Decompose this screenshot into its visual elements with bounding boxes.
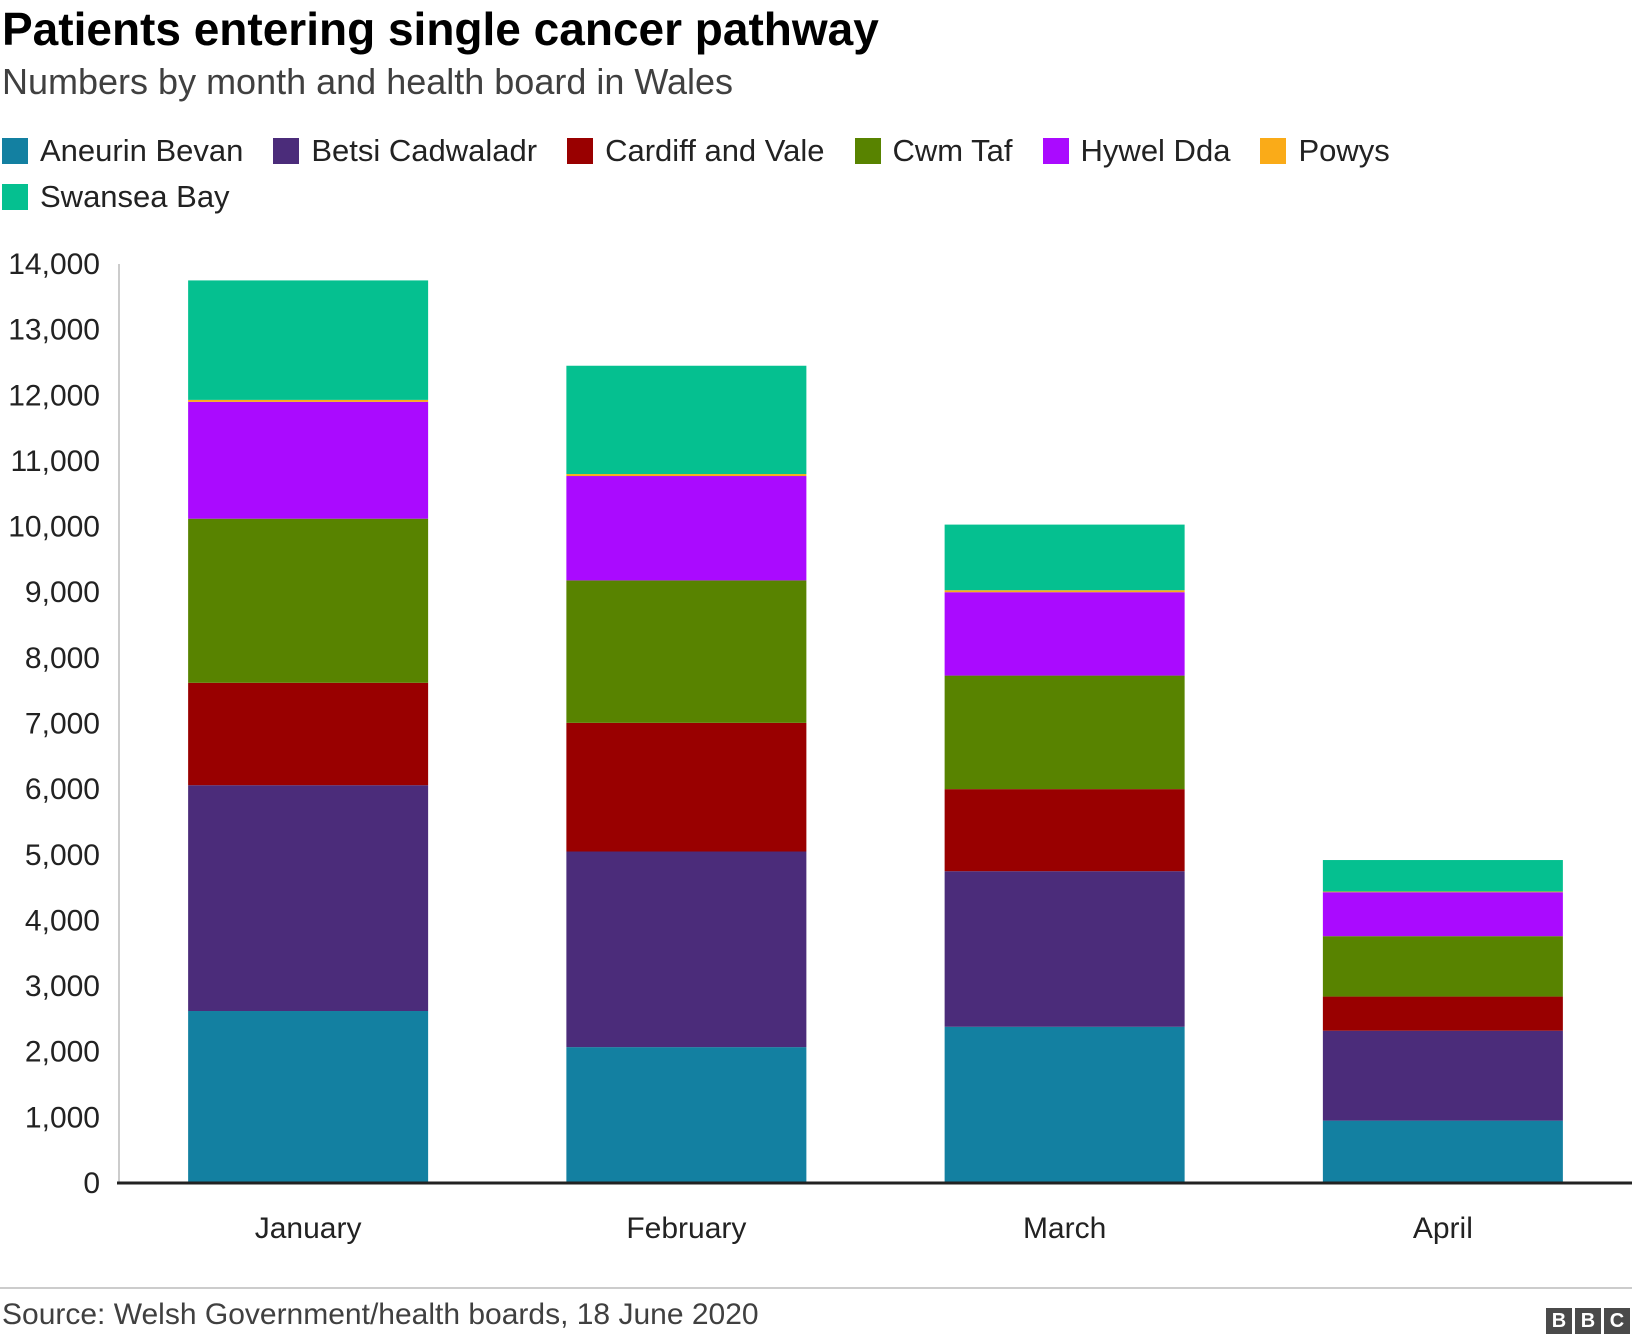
y-tick-label: 13,000 xyxy=(8,314,100,347)
bar-segment xyxy=(188,682,429,786)
bar-segment xyxy=(1322,996,1563,1031)
chart-subtitle: Numbers by month and health board in Wal… xyxy=(2,61,734,102)
legend-swatch xyxy=(854,138,881,164)
y-tick-label: 2,000 xyxy=(25,1036,100,1069)
y-tick-label: 5,000 xyxy=(25,839,100,872)
legend-label: Cardiff and Vale xyxy=(605,133,825,168)
y-axis-ticks: 0 1,000 2,000 3,000 4,000 5,000 6,000 7,000 8,00… xyxy=(8,248,100,1200)
y-tick-label: 11,000 xyxy=(10,445,100,478)
legend-item-betsi-cadwaladr: Betsi Cadwaladr xyxy=(273,132,537,170)
x-tick-label: January xyxy=(255,1212,362,1245)
bbc-logo-letter: B xyxy=(1575,1308,1601,1334)
bar-segment xyxy=(944,1026,1185,1183)
y-tick-label: 1,000 xyxy=(25,1101,100,1134)
bar-segment xyxy=(1322,891,1563,893)
y-tick-label: 9,000 xyxy=(25,576,100,609)
x-tick-label: April xyxy=(1413,1212,1473,1245)
bar-segment xyxy=(1322,936,1563,997)
bar-segment xyxy=(188,401,429,519)
bar-segment xyxy=(944,524,1185,591)
bar-segment xyxy=(188,518,429,683)
bar-segment xyxy=(944,675,1185,790)
legend-item-cardiff-and-vale: Cardiff and Vale xyxy=(567,132,825,170)
legend-item-swansea-bay: Swansea Bay xyxy=(2,178,230,216)
legend-swatch xyxy=(1042,138,1069,164)
y-tick-label: 7,000 xyxy=(25,708,100,741)
bar-segment xyxy=(566,474,807,477)
bars xyxy=(188,280,1563,1183)
legend-item-aneurin-bevan: Aneurin Bevan xyxy=(2,132,243,170)
x-tick-label: March xyxy=(1023,1212,1106,1245)
bar-segment xyxy=(566,851,807,1048)
legend-label: Hywel Dda xyxy=(1080,133,1231,168)
y-tick-label: 6,000 xyxy=(25,773,100,806)
legend-item-powys: Powys xyxy=(1260,132,1390,170)
legend-swatch xyxy=(567,138,594,164)
legend-item-hywel-dda: Hywel Dda xyxy=(1042,132,1231,170)
bar-segment xyxy=(1322,1030,1563,1121)
legend-label: Powys xyxy=(1298,133,1390,168)
bar-segment xyxy=(1322,892,1563,937)
bar-segment xyxy=(566,580,807,723)
bar-segment xyxy=(1322,1120,1563,1183)
legend-label: Cwm Taf xyxy=(892,133,1013,168)
bar-segment xyxy=(944,590,1185,593)
bar-segment xyxy=(566,1047,807,1183)
legend-label: Swansea Bay xyxy=(40,179,230,214)
legend: Aneurin Bevan Betsi Cadwaladr Cardiff an… xyxy=(2,132,1462,216)
bar-segment xyxy=(566,365,807,475)
chart-plot: 0 1,000 2,000 3,000 4,000 5,000 6,000 7,000 8,00… xyxy=(8,248,1632,1245)
bar-segment xyxy=(944,592,1185,676)
legend-swatch xyxy=(273,138,300,164)
legend-swatch xyxy=(2,184,28,210)
bar-segment xyxy=(188,280,429,400)
bar-segment xyxy=(188,1011,429,1183)
legend-item-cwm-taf: Cwm Taf xyxy=(854,132,1013,170)
y-tick-label: 14,000 xyxy=(8,248,100,281)
bar-segment xyxy=(944,789,1185,872)
y-tick-label: 3,000 xyxy=(25,970,100,1003)
y-tick-label: 8,000 xyxy=(25,642,100,675)
y-tick-label: 0 xyxy=(83,1167,100,1200)
bbc-logo: B B C xyxy=(1546,1308,1630,1334)
y-tick-label: 12,000 xyxy=(8,379,100,412)
x-axis-labels: January February March April xyxy=(255,1212,1473,1245)
bbc-logo-letter: C xyxy=(1604,1308,1630,1334)
y-tick-label: 4,000 xyxy=(25,904,100,937)
bar-segment xyxy=(1322,860,1563,892)
legend-label: Betsi Cadwaladr xyxy=(311,133,538,168)
bar-segment xyxy=(188,785,429,1012)
legend-label: Aneurin Bevan xyxy=(40,133,244,168)
legend-swatch xyxy=(1260,138,1287,164)
footer-divider xyxy=(0,1287,1632,1289)
legend-swatch xyxy=(2,138,28,164)
source-note: Source: Welsh Government/health boards, … xyxy=(2,1298,759,1331)
chart-title: Patients entering single cancer pathway xyxy=(2,3,879,55)
y-tick-label: 10,000 xyxy=(8,511,100,544)
bbc-logo-letter: B xyxy=(1546,1308,1572,1334)
bar-segment xyxy=(944,871,1185,1027)
x-tick-label: February xyxy=(626,1212,746,1245)
bar-segment xyxy=(566,476,807,581)
bar-segment xyxy=(188,399,429,402)
bar-segment xyxy=(566,722,807,852)
